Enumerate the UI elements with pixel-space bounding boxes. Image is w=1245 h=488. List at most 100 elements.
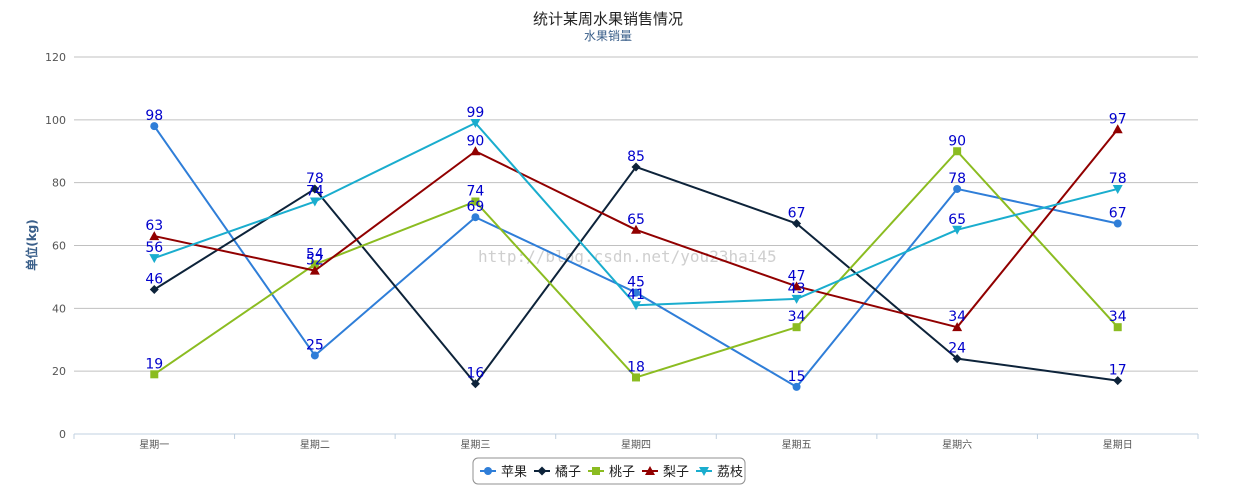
data-point xyxy=(1113,376,1123,386)
y-axis-label: 单位(kg) xyxy=(24,219,39,271)
data-label: 54 xyxy=(306,246,324,262)
data-point xyxy=(309,265,320,275)
series-2 xyxy=(149,162,1123,389)
data-point xyxy=(631,224,641,234)
data-point xyxy=(149,284,159,294)
data-point xyxy=(792,323,801,332)
legend-marker xyxy=(699,467,709,476)
data-point xyxy=(1113,323,1122,332)
legend-label: 荔枝 xyxy=(717,465,743,480)
x-tick-label: 星期六 xyxy=(942,439,972,451)
x-tick-label: 星期一 xyxy=(139,439,169,451)
x-tick-label: 星期二 xyxy=(300,439,330,451)
data-point xyxy=(149,254,160,264)
legend-item[interactable]: 苹果 xyxy=(480,465,527,480)
data-point xyxy=(1113,219,1122,228)
x-tick-label: 星期四 xyxy=(621,439,651,451)
data-point xyxy=(632,288,640,297)
data-label: 74 xyxy=(467,184,485,200)
series-5 xyxy=(149,118,1123,311)
chart-subtitle: 水果销量 xyxy=(584,29,632,43)
data-point xyxy=(631,301,641,311)
data-label: 97 xyxy=(1109,111,1127,127)
data-point xyxy=(1112,124,1123,134)
data-label: 18 xyxy=(627,359,645,375)
data-point xyxy=(310,260,319,269)
chart-title: 统计某周水果销售情况 xyxy=(533,10,683,28)
y-tick-label: 100 xyxy=(45,114,66,127)
series-4 xyxy=(149,124,1123,332)
data-point xyxy=(792,219,802,229)
legend-item[interactable]: 荔枝 xyxy=(696,465,743,480)
series xyxy=(149,118,1123,391)
data-label: 17 xyxy=(1109,363,1127,379)
y-tick-label: 80 xyxy=(52,177,66,190)
data-label: 85 xyxy=(627,149,645,165)
data-point xyxy=(632,373,640,382)
data-label: 56 xyxy=(145,240,163,256)
grid xyxy=(74,56,1198,372)
data-label: 74 xyxy=(306,184,324,200)
data-label: 90 xyxy=(948,133,966,149)
data-point xyxy=(792,382,801,391)
data-point xyxy=(952,354,962,364)
data-point xyxy=(791,281,802,291)
data-label: 25 xyxy=(306,337,324,353)
data-label: 15 xyxy=(788,369,806,385)
y-tick-label: 20 xyxy=(52,365,66,378)
data-label: 78 xyxy=(1109,171,1127,187)
data-label: 43 xyxy=(788,281,806,297)
data-label: 46 xyxy=(145,271,163,287)
data-label: 67 xyxy=(1109,206,1127,222)
legend-item[interactable]: 梨子 xyxy=(642,465,689,480)
data-label: 52 xyxy=(306,253,324,269)
data-point xyxy=(150,122,159,131)
y-tick-label: 40 xyxy=(52,302,66,315)
legend: 苹果 橘子 桃子 梨子 荔枝 xyxy=(472,457,746,485)
legend-marker xyxy=(537,466,547,476)
data-point xyxy=(953,147,962,156)
watermark: http://blog.csdn.net/you23hai45 xyxy=(478,247,777,266)
legend-label: 桃子 xyxy=(609,465,635,480)
data-label: 98 xyxy=(145,108,163,124)
data-point xyxy=(471,213,480,222)
legend-label: 橘子 xyxy=(555,464,581,480)
data-label: 69 xyxy=(467,199,485,215)
x-tick-label: 星期日 xyxy=(1103,439,1133,451)
legend-label: 苹果 xyxy=(501,465,527,480)
series-1 xyxy=(150,122,1122,391)
data-label: 19 xyxy=(145,356,163,372)
axes: 0 20 40 60 80 100 120 星期一 星期二 星期三 星期四 星期五 星期六 星期日 xyxy=(45,51,1199,451)
data-label: 63 xyxy=(145,218,163,234)
data-label: 34 xyxy=(948,309,966,325)
data-label: 99 xyxy=(467,105,485,121)
data-point xyxy=(952,322,963,332)
legend-item[interactable]: 桃子 xyxy=(588,465,635,480)
data-point xyxy=(953,184,962,193)
data-label: 78 xyxy=(948,171,966,187)
legend-item[interactable]: 橘子 xyxy=(534,464,581,480)
legend-marker xyxy=(645,466,655,475)
legend-marker xyxy=(484,467,492,475)
data-point xyxy=(310,351,319,360)
data-label: 90 xyxy=(467,133,485,149)
data-point xyxy=(470,379,480,389)
data-label: 65 xyxy=(627,212,645,228)
data-label: 45 xyxy=(627,275,645,291)
data-point xyxy=(471,197,480,206)
y-tick-label: 60 xyxy=(52,240,66,253)
data-point xyxy=(150,370,159,379)
data-label: 41 xyxy=(627,287,645,303)
y-tick-label: 120 xyxy=(45,51,66,64)
data-point xyxy=(952,225,963,235)
data-point xyxy=(309,197,320,207)
data-point xyxy=(470,118,481,128)
data-label: 24 xyxy=(948,341,966,357)
data-point xyxy=(1112,184,1123,194)
legend-box xyxy=(472,457,746,485)
data-point xyxy=(149,231,160,241)
data-point xyxy=(631,162,641,172)
legend-label: 梨子 xyxy=(663,465,689,480)
data-label: 34 xyxy=(1109,309,1127,325)
